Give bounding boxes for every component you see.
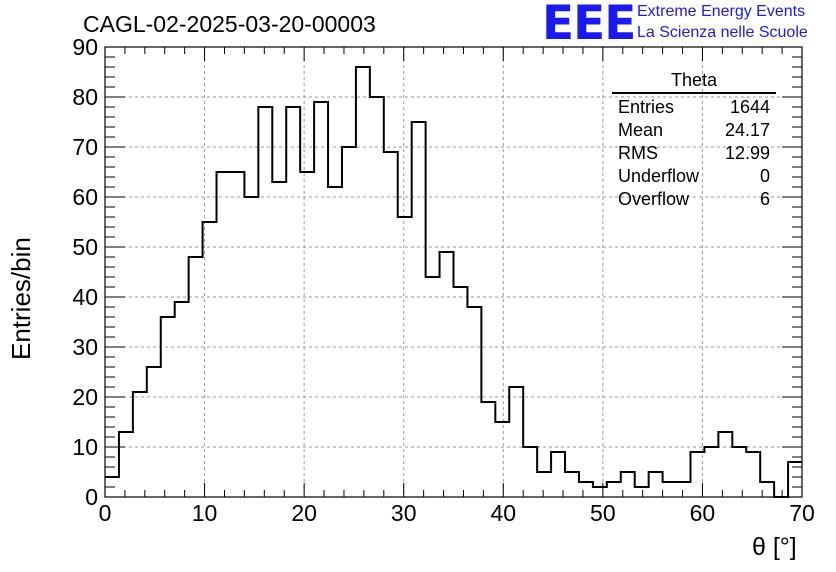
x-tick-label: 50 (590, 500, 616, 526)
histogram-bin (454, 287, 468, 497)
histogram-bin (412, 122, 426, 497)
histogram-line (105, 66, 802, 498)
histogram-bin (105, 477, 119, 497)
stats-row: Underflow 0 (612, 165, 776, 188)
y-tick-label: 70 (72, 134, 98, 160)
histogram-bin (133, 392, 147, 497)
stats-row: RMS 12.99 (612, 142, 776, 165)
histogram-bin (356, 67, 370, 497)
x-tick-label: 30 (391, 500, 417, 526)
histogram-bin (258, 107, 272, 497)
stats-row: Mean 24.17 (612, 119, 776, 142)
y-tick-label: 90 (72, 34, 98, 60)
histogram-bin (788, 462, 802, 497)
histogram-bin (621, 472, 635, 497)
histogram-bin (467, 307, 481, 497)
histogram-bin (607, 482, 621, 497)
stats-title: Theta (612, 70, 776, 94)
histogram-bin (384, 152, 398, 497)
histogram-bin (481, 402, 495, 497)
x-tick-label: 60 (690, 500, 716, 526)
histogram-bin (537, 472, 551, 497)
histogram-bin (342, 147, 356, 497)
logo-subtitle-line1: Extreme Energy Events (637, 3, 806, 20)
histogram-bin (523, 447, 537, 497)
histogram-bin (244, 197, 258, 497)
y-tick-label: 60 (72, 184, 98, 210)
y-tick-label: 40 (72, 284, 98, 310)
x-tick-label: 10 (192, 500, 218, 526)
stats-label: RMS (618, 143, 658, 163)
stats-value: 6 (759, 189, 770, 209)
y-tick-label: 0 (85, 484, 98, 510)
histogram-bin (230, 172, 244, 497)
histogram-bin (440, 252, 454, 497)
histogram-bin (746, 452, 760, 497)
eee-logo: EEE (542, 0, 636, 51)
histogram-bin (760, 482, 774, 497)
stats-row: Entries 1644 (612, 96, 776, 119)
histogram-bin (426, 277, 440, 497)
stats-row: Overflow 6 (612, 188, 776, 211)
histogram-bin (690, 452, 704, 497)
histogram-bin (161, 317, 175, 497)
histogram-bin (147, 367, 161, 497)
histogram-bin (663, 482, 677, 497)
histogram-bin (217, 172, 231, 497)
histogram-bin (398, 217, 412, 497)
y-tick-label: 80 (72, 84, 98, 110)
histogram-bin (189, 257, 203, 497)
histogram-bin (704, 447, 718, 497)
stats-value: 0 (759, 166, 770, 186)
stats-value: 1644 (729, 97, 770, 117)
x-tick-label: 70 (789, 500, 815, 526)
histogram-bin (203, 222, 217, 497)
histogram-bin (593, 487, 607, 497)
histogram-bin (635, 487, 649, 497)
y-axis-label: Entries/bin (6, 237, 36, 360)
histogram-bin (565, 472, 579, 497)
stats-label: Mean (618, 120, 664, 140)
histogram-bin (495, 422, 509, 497)
stats-label: Overflow (618, 189, 690, 209)
histogram-bin (649, 472, 663, 497)
y-tick-label: 20 (72, 384, 98, 410)
histogram-bin (272, 182, 286, 497)
histogram-bin (328, 187, 342, 497)
stats-value: 12.99 (724, 143, 770, 163)
x-tick-label: 0 (99, 500, 112, 526)
histogram-bin (718, 432, 732, 497)
plot-title: CAGL-02-2025-03-20-00003 (83, 11, 376, 37)
histogram-bin (119, 432, 133, 497)
stats-label: Entries (618, 97, 675, 117)
y-tick-label: 50 (72, 234, 98, 260)
stats-label: Underflow (618, 166, 700, 186)
histogram-bin (551, 452, 565, 497)
y-tick-label: 10 (72, 434, 98, 460)
stats-box: Theta Entries 1644 Mean 24.17 RMS 12.99 … (612, 70, 776, 211)
histogram-bin (732, 447, 746, 497)
histogram-bin (314, 102, 328, 497)
histogram-bin (370, 97, 384, 497)
histogram-bin (286, 107, 300, 497)
y-tick-label: 30 (72, 334, 98, 360)
x-axis-label: θ [°] (752, 533, 797, 561)
x-tick-label: 40 (490, 500, 516, 526)
histogram-bin (300, 172, 314, 497)
plot-frame (104, 46, 803, 498)
histogram-bin (677, 482, 691, 497)
stats-value: 24.17 (724, 120, 770, 140)
x-tick-label: 20 (291, 500, 317, 526)
histogram-bin (509, 387, 523, 497)
histogram-bin (579, 482, 593, 497)
histogram-bin (175, 302, 189, 497)
logo-subtitle-line2: La Scienza nelle Scuole (637, 24, 808, 41)
